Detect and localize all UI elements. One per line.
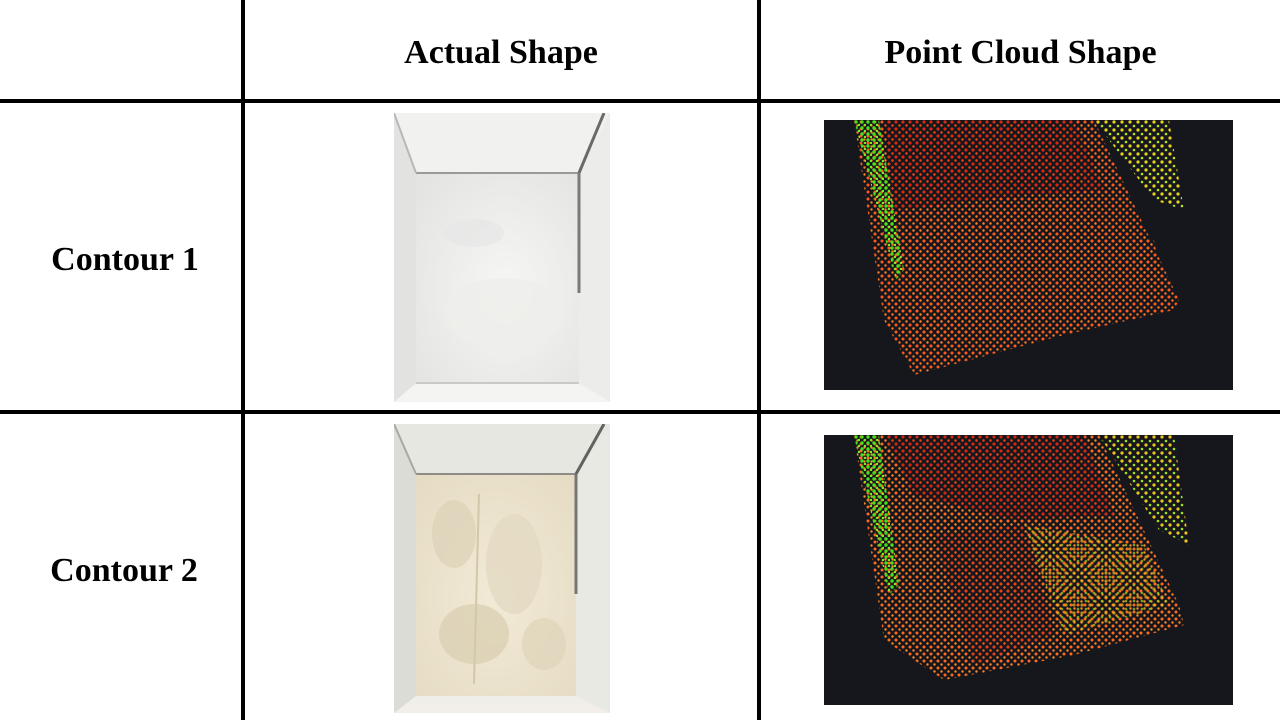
table-rule-header (0, 99, 1280, 103)
point-cloud-image-2 (824, 435, 1233, 705)
table-rule-col-1 (241, 0, 245, 720)
table-rule-row (0, 410, 1280, 414)
actual-shape-photo-1 (394, 113, 610, 402)
header-actual-shape: Actual Shape (404, 33, 598, 71)
actual-shape-photo-2 (394, 424, 610, 713)
row-label-contour-2: Contour 2 (50, 551, 198, 589)
header-empty (0, 0, 241, 99)
header-point-cloud-shape: Point Cloud Shape (884, 33, 1157, 71)
row-label-contour-1: Contour 1 (51, 240, 199, 278)
point-cloud-image-1 (824, 120, 1233, 390)
table-rule-col-2 (757, 0, 761, 720)
